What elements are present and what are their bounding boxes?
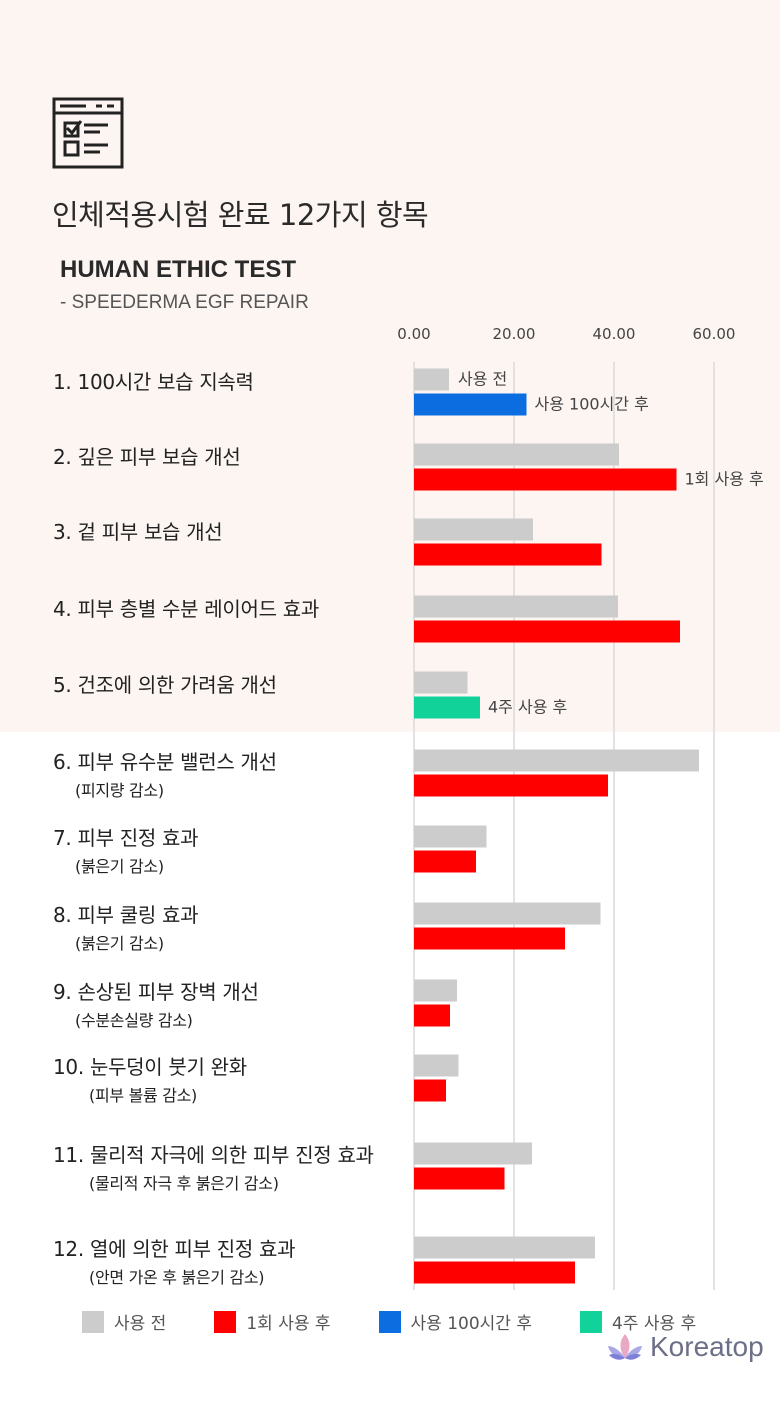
category-label-main: 1. 100시간 보습 지속력 bbox=[53, 370, 254, 394]
category-label-main: 10. 눈두덩이 붓기 완화 bbox=[53, 1055, 247, 1079]
bar-before bbox=[414, 1236, 595, 1259]
bar-before bbox=[414, 749, 699, 772]
legend-item-one-use: 1회 사용 후 bbox=[214, 1309, 331, 1334]
category-label: 8. 피부 쿨링 효과 (붉은기 감소) bbox=[53, 899, 199, 954]
category-label-main: 12. 열에 의한 피부 진정 효과 bbox=[53, 1237, 296, 1261]
category-label-main: 2. 깊은 피부 보습 개선 bbox=[53, 445, 241, 469]
category-label-sub: (붉은기 감소) bbox=[75, 857, 164, 876]
category-label-sub: (피지량 감소) bbox=[75, 781, 164, 800]
bar-after bbox=[414, 1004, 450, 1027]
bar-annotation: 4주 사용 후 bbox=[488, 698, 567, 717]
bar-after bbox=[414, 620, 680, 643]
bar-after bbox=[414, 774, 608, 797]
bar-after bbox=[414, 850, 476, 873]
category-label: 10. 눈두덩이 붓기 완화 (피부 볼륨 감소) bbox=[53, 1051, 247, 1106]
category-label-main: 5. 건조에 의한 가려움 개선 bbox=[53, 673, 277, 697]
legend-swatch-4-weeks bbox=[579, 1310, 602, 1333]
bar-after bbox=[414, 1261, 575, 1284]
legend-item-before: 사용 전 bbox=[82, 1309, 166, 1334]
category-label-sub: (물리적 자극 후 붉은기 감소) bbox=[89, 1174, 279, 1193]
category-label: 2. 깊은 피부 보습 개선 bbox=[53, 441, 241, 470]
category-label-main: 6. 피부 유수분 밸런스 개선 bbox=[53, 750, 277, 774]
chart-legend: 사용 전 1회 사용 후 사용 100시간 후 4주 사용 후 bbox=[82, 1309, 744, 1334]
bar-after bbox=[414, 1079, 446, 1102]
category-label-main: 8. 피부 쿨링 효과 bbox=[53, 903, 199, 927]
legend-label-100-hours: 사용 100시간 후 bbox=[410, 1314, 532, 1334]
category-label: 5. 건조에 의한 가려움 개선 bbox=[53, 669, 277, 698]
legend-label-before: 사용 전 bbox=[114, 1314, 167, 1334]
bar-before bbox=[414, 825, 487, 848]
category-label: 12. 열에 의한 피부 진정 효과 (안면 가온 후 붉은기 감소) bbox=[53, 1233, 296, 1288]
legend-item-4-weeks: 4주 사용 후 bbox=[579, 1309, 697, 1334]
category-label-main: 4. 피부 층별 수분 레이어드 효과 bbox=[53, 597, 319, 621]
category-label-main: 9. 손상된 피부 장벽 개선 bbox=[53, 980, 259, 1004]
bar-before bbox=[414, 368, 449, 391]
bar-before bbox=[414, 671, 468, 694]
bar-before bbox=[414, 902, 601, 925]
bar-annotation: 사용 전 bbox=[458, 370, 507, 389]
bar-after bbox=[414, 393, 527, 416]
bar-after bbox=[414, 1167, 505, 1190]
page-title: 인체적용시험 완료 12가지 항목 bbox=[52, 198, 429, 232]
checklist-document-icon bbox=[52, 97, 124, 169]
x-tick-label: 20.00 bbox=[493, 325, 536, 343]
bar-before bbox=[414, 1142, 532, 1165]
bar-before bbox=[414, 595, 618, 618]
legend-label-4-weeks: 4주 사용 후 bbox=[611, 1314, 697, 1334]
brand-logo: Koreatop bbox=[606, 1331, 764, 1363]
top-background bbox=[0, 0, 780, 732]
x-tick-label: 60.00 bbox=[693, 325, 736, 343]
legend-swatch-100-hours bbox=[378, 1310, 401, 1333]
bar-before bbox=[414, 1054, 459, 1077]
category-label: 1. 100시간 보습 지속력 bbox=[53, 366, 254, 395]
category-label: 11. 물리적 자극에 의한 피부 진정 효과 (물리적 자극 후 붉은기 감소) bbox=[53, 1139, 374, 1194]
x-tick-label: 0.00 bbox=[397, 325, 430, 343]
legend-label-one-use: 1회 사용 후 bbox=[246, 1314, 331, 1334]
category-label: 9. 손상된 피부 장벽 개선 (수분손실량 감소) bbox=[53, 976, 259, 1031]
category-label: 3. 겉 피부 보습 개선 bbox=[53, 516, 223, 545]
lotus-icon bbox=[608, 1334, 642, 1360]
bar-after bbox=[414, 927, 565, 950]
bar-after bbox=[414, 696, 480, 719]
category-label-main: 11. 물리적 자극에 의한 피부 진정 효과 bbox=[53, 1143, 374, 1167]
legend-item-100-hours: 사용 100시간 후 bbox=[378, 1309, 532, 1334]
bar-before bbox=[414, 979, 457, 1002]
category-label-sub: (붉은기 감소) bbox=[75, 934, 164, 953]
legend-swatch-one-use bbox=[214, 1310, 237, 1333]
category-label: 4. 피부 층별 수분 레이어드 효과 bbox=[53, 593, 319, 622]
bar-before bbox=[414, 518, 533, 541]
bar-annotation: 1회 사용 후 bbox=[685, 470, 764, 489]
brand-name: Koreatop bbox=[650, 1331, 764, 1362]
x-tick-label: 40.00 bbox=[593, 325, 636, 343]
category-label-sub: (피부 볼륨 감소) bbox=[89, 1086, 197, 1105]
category-label-main: 7. 피부 진정 효과 bbox=[53, 826, 199, 850]
bar-before bbox=[414, 443, 619, 466]
legend-swatch-before bbox=[82, 1310, 104, 1333]
category-label-sub: (수분손실량 감소) bbox=[75, 1011, 193, 1030]
bar-annotation: 사용 100시간 후 bbox=[535, 395, 649, 414]
bar-after bbox=[414, 543, 602, 566]
category-label: 7. 피부 진정 효과 (붉은기 감소) bbox=[53, 822, 199, 877]
category-label: 6. 피부 유수분 밸런스 개선 (피지량 감소) bbox=[53, 746, 277, 801]
category-label-main: 3. 겉 피부 보습 개선 bbox=[53, 520, 223, 544]
category-label-sub: (안면 가온 후 붉은기 감소) bbox=[89, 1268, 265, 1287]
test-subtitle: HUMAN ETHIC TEST bbox=[60, 256, 296, 283]
bar-after bbox=[414, 468, 677, 491]
product-name: - SPEEDERMA EGF REPAIR bbox=[60, 292, 309, 313]
